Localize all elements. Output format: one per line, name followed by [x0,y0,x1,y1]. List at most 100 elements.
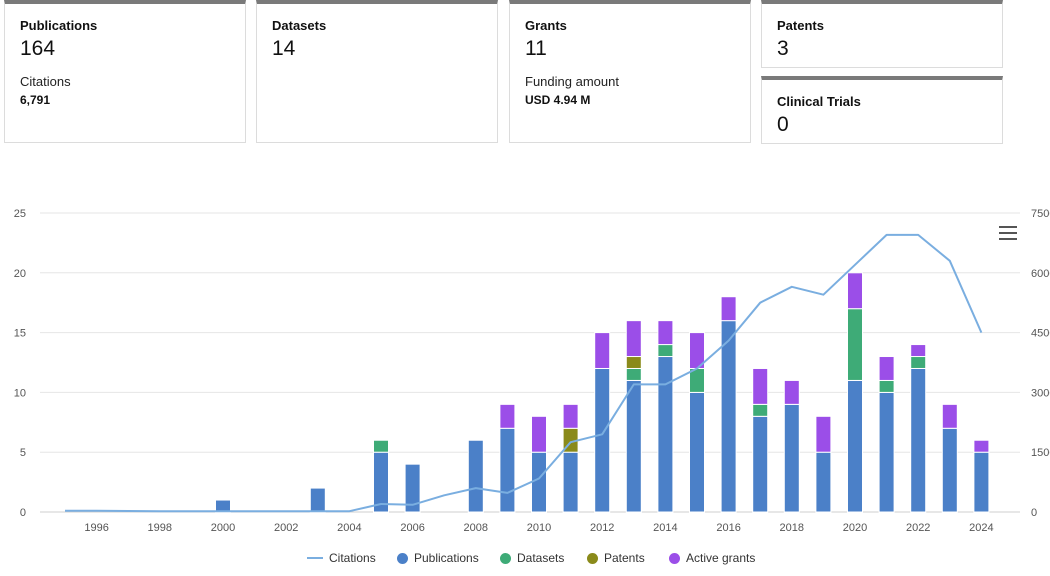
publications-card[interactable]: Publications 164 Citations 6,791 [4,0,246,143]
grants-count: 11 [525,37,547,60]
legend-line-icon [307,557,323,559]
active_grants-bar [910,344,927,358]
publications-bar [467,439,484,513]
x-tick-label: 2016 [716,522,740,534]
publications-bar [689,391,705,513]
datasets-count: 14 [272,37,296,60]
publications-bar [941,427,958,513]
y-tick-label: 0 [20,507,26,519]
x-tick-label: 2004 [337,522,361,534]
grants-label: Grants [525,18,567,33]
y2-tick-label: 0 [1031,507,1037,519]
legend-item-publications[interactable]: Publications [397,549,479,567]
patents-count: 3 [777,37,789,60]
legend-item-patents[interactable]: Patents [587,549,645,567]
active_grants-bar [815,415,832,453]
active_grants-bar [941,403,958,429]
publications-bar [625,379,642,513]
publications-bar [752,415,769,513]
clinical-trials-card[interactable]: Clinical Trials 0 [761,76,1003,144]
x-tick-label: 2000 [211,522,235,534]
publications-bar [973,451,990,513]
publications-bar [531,451,547,513]
citations-label: Citations [20,74,71,89]
legend-dot-icon [397,552,408,564]
publications-count: 164 [20,37,56,60]
active_grants-bar [973,439,990,453]
citations-count: 6,791 [20,93,51,107]
x-tick-label: 1996 [84,522,108,534]
active_grants-bar [531,415,547,453]
legend-item-citations[interactable]: Citations [307,549,376,567]
publications-bar [878,391,895,513]
legend-dot-icon [669,552,680,564]
y2-tick-label: 6000 [1031,268,1050,280]
active_grants-bar [625,320,642,358]
legend-label: Citations [329,551,376,565]
x-tick-label: 1998 [148,522,172,534]
funding-amount-value: USD 4.94 M [525,93,591,107]
citations-line [65,233,983,513]
active_grants-bar [878,356,895,381]
publications-label: Publications [20,18,98,33]
patents-bar [625,356,642,369]
x-tick-label: 2018 [780,522,804,534]
y2-tick-label: 3000 [1031,387,1050,399]
publications-bar [404,463,421,513]
active_grants-bar [499,403,516,429]
funding-amount-label: Funding amount [525,74,619,89]
datasets-card[interactable]: Datasets 14 [256,0,498,143]
legend-label: Publications [414,551,479,565]
legend-dot-icon [587,552,598,564]
datasets-bar [847,308,863,381]
datasets-bar [752,403,769,417]
hamburger-menu-icon[interactable] [999,226,1017,240]
y2-tick-label: 7500 [1031,208,1050,220]
datasets-label: Datasets [272,18,327,33]
research-output-chart: 0 0 5 1500 10 3000 15 4500 20 6000 25 7500 1996 1998 2… [14,208,1050,534]
publications-bar [815,451,832,513]
x-tick-label: 2020 [843,522,867,534]
y-tick-label: 10 [14,387,26,399]
patents-card[interactable]: Patents 3 [761,0,1003,68]
active_grants-bar [720,296,737,322]
legend-label: Active grants [686,551,756,565]
publications-bar [657,356,674,513]
patents-label: Patents [777,18,824,33]
legend-item-datasets[interactable]: Datasets [500,549,564,567]
chart-legend: Citations Publications Datasets Patents Acti… [0,549,1050,567]
active_grants-bar [783,379,800,405]
publications-bar [594,367,611,513]
publications-bar [309,487,326,513]
y2-tick-label: 1500 [1031,447,1050,459]
x-tick-label: 2022 [906,522,930,534]
x-tick-label: 2006 [400,522,424,534]
clinical-trials-count: 0 [777,113,789,136]
active_grants-bar [847,272,863,310]
x-tick-label: 2002 [274,522,298,534]
x-tick-label: 2008 [464,522,488,534]
publications-bar [562,451,579,513]
legend-dot-icon [500,552,511,564]
active_grants-bar [657,320,674,346]
publications-bar [910,367,927,513]
publications-bar [783,403,800,513]
grants-card[interactable]: Grants 11 Funding amount USD 4.94 M [509,0,751,143]
datasets-bar [373,439,389,453]
y-tick-label: 15 [14,328,26,340]
clinical-trials-label: Clinical Trials [777,94,861,109]
x-tick-label: 2012 [590,522,614,534]
publications-bar [499,427,516,513]
x-tick-label: 2010 [527,522,551,534]
y2-tick-label: 4500 [1031,328,1050,340]
datasets-bar [625,367,642,381]
publications-bar [847,379,863,513]
datasets-bar [657,344,674,358]
legend-label: Datasets [517,551,565,565]
y-tick-label: 5 [20,447,26,459]
datasets-bar [878,379,895,393]
active_grants-bar [752,367,769,405]
legend-item-active_grants[interactable]: Active grants [669,549,755,567]
active_grants-bar [594,332,611,369]
x-tick-label: 2014 [653,522,677,534]
